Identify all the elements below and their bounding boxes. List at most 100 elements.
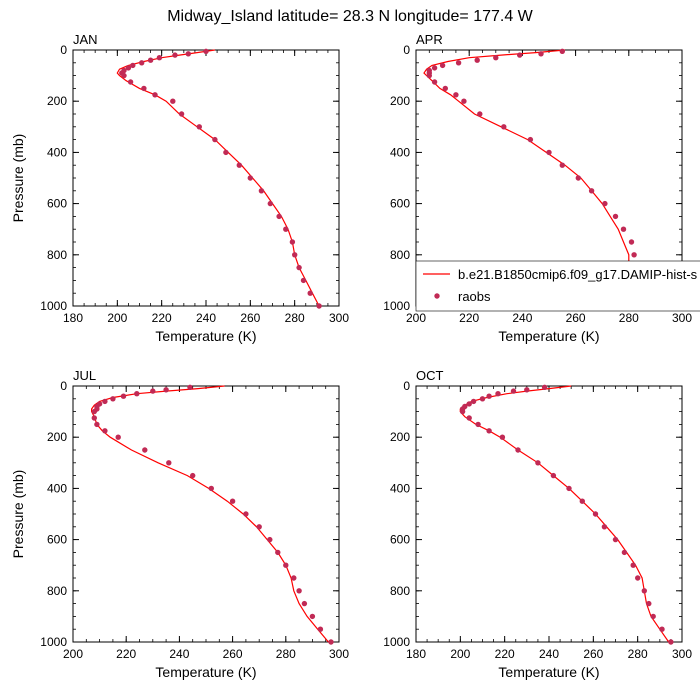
raobs-point: [150, 388, 156, 394]
x-tick-label: 240: [512, 311, 532, 325]
raobs-point: [236, 162, 242, 168]
raobs-point: [630, 562, 636, 568]
raobs-point: [535, 460, 541, 466]
x-axis-label: Temperature (K): [498, 664, 599, 680]
raobs-point: [475, 421, 481, 428]
raobs-point: [668, 639, 674, 645]
x-tick-label: 200: [450, 647, 470, 661]
raobs-point: [499, 434, 506, 440]
y-tick-label: 200: [47, 430, 67, 444]
x-tick-label: 220: [459, 311, 479, 325]
raobs-point: [147, 57, 154, 63]
raobs-point: [301, 600, 308, 607]
raobs-point: [256, 524, 262, 530]
raobs-point: [275, 549, 281, 556]
x-tick-label: 240: [196, 311, 216, 325]
plot-frame: [415, 385, 683, 643]
panels: 180 200 220 240 260 280 300 0 200 400 600 800 1000 Te…: [10, 32, 692, 680]
y-tick-label: 600: [47, 533, 67, 547]
raobs-point: [612, 536, 619, 543]
raobs-point: [479, 396, 486, 402]
raobs-point: [601, 524, 608, 530]
raobs-point: [486, 393, 492, 399]
raobs-point: [461, 98, 467, 104]
raobs-point: [166, 460, 172, 466]
raobs-point: [172, 52, 178, 58]
raobs-point: [641, 588, 647, 594]
raobs-point: [546, 149, 552, 156]
raobs-point: [307, 290, 313, 296]
raobs-point: [566, 485, 572, 492]
raobs-point: [527, 136, 534, 143]
legend-box: [415, 260, 700, 312]
legend-raobs-label: raobs: [458, 289, 491, 304]
raobs-point: [91, 415, 98, 421]
raobs-point: [559, 48, 565, 54]
raobs-point: [292, 252, 298, 258]
raobs-point: [650, 613, 656, 620]
raobs-point: [152, 92, 158, 98]
model-series-line: [116, 49, 320, 307]
raobs-point: [317, 626, 324, 632]
raobs-point: [470, 398, 477, 405]
raobs-point: [550, 472, 557, 479]
raobs-point: [229, 498, 236, 504]
raobs-point: [196, 124, 202, 130]
y-tick-label: 1000: [40, 299, 67, 313]
x-tick-label: 300: [329, 311, 349, 325]
panel-label: OCT: [416, 368, 444, 383]
x-tick-label: 220: [116, 647, 136, 661]
y-tick-label: 800: [390, 584, 410, 598]
x-tick-label: 220: [495, 647, 515, 661]
raobs-point: [621, 549, 628, 556]
raobs-point: [283, 226, 289, 232]
raobs-point: [466, 401, 472, 407]
raobs-point: [102, 398, 108, 405]
raobs-point: [142, 447, 148, 453]
y-axis-label: Pressure (mb): [10, 470, 26, 559]
y-tick-label: 200: [390, 430, 410, 444]
y-tick-label: 800: [47, 248, 67, 262]
x-axis-label: Temperature (K): [155, 328, 256, 344]
raobs-point: [659, 626, 665, 632]
raobs-point: [130, 62, 136, 69]
y-tick-label: 1000: [383, 299, 410, 313]
raobs-point: [267, 536, 273, 543]
model-series-line: [459, 385, 670, 643]
figure-title: Midway_Island latitude= 28.3 N longitude…: [167, 8, 533, 25]
raobs-point: [121, 72, 127, 79]
raobs-point: [455, 60, 462, 66]
raobs-point: [223, 149, 229, 156]
raobs-point: [289, 239, 296, 245]
y-tick-label: 600: [390, 197, 410, 211]
x-axis-label: Temperature (K): [155, 664, 256, 680]
panel-label: APR: [416, 32, 443, 47]
x-tick-label: 180: [63, 311, 83, 325]
raobs-point: [190, 472, 196, 479]
raobs-point: [296, 588, 302, 594]
raobs-point: [631, 252, 637, 258]
raobs-point: [120, 393, 127, 399]
raobs-point: [559, 162, 565, 168]
y-tick-label: 400: [390, 481, 410, 495]
x-tick-label: 260: [583, 647, 603, 661]
raobs-point: [466, 415, 472, 421]
raobs-point: [524, 387, 530, 393]
x-tick-label: 200: [406, 311, 426, 325]
panel-jul: 200 220 240 260 280 300 0 200 400 600 800 1000 Tempe…: [10, 368, 349, 680]
raobs-point: [477, 111, 483, 117]
raobs-point: [501, 124, 507, 130]
raobs-point: [203, 48, 209, 54]
x-tick-label: 280: [285, 311, 305, 325]
x-tick-label: 280: [619, 311, 639, 325]
y-tick-label: 800: [47, 584, 67, 598]
raobs-point: [459, 408, 466, 415]
x-tick-label: 280: [628, 647, 648, 661]
x-tick-label: 220: [152, 311, 172, 325]
raobs-point: [517, 52, 523, 58]
x-tick-label: 260: [240, 311, 260, 325]
raobs-point: [474, 57, 480, 63]
raobs-point: [283, 562, 289, 568]
raobs-point: [493, 55, 499, 61]
legend-model-label: b.e21.B1850cmip6.f09_g17.DAMIP-hist-s: [458, 267, 698, 282]
